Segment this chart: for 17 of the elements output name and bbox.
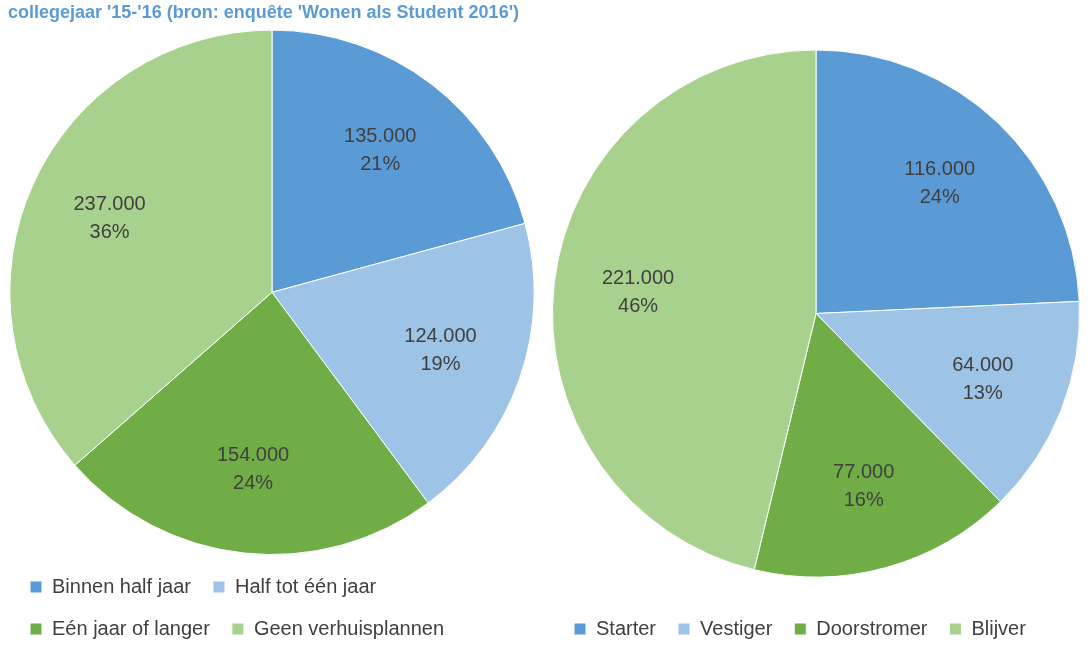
- legend-label: Blijver: [971, 616, 1027, 639]
- data-label: 154.000 24%: [216, 443, 290, 494]
- data-label: 135.000 21%: [344, 124, 417, 175]
- legend-label: Eén jaar of langer: [52, 616, 211, 639]
- legend-label: Doorstromer: [816, 616, 928, 639]
- data-label: 124.000 19%: [404, 324, 477, 375]
- legend-label: Half tot één jaar: [234, 574, 377, 597]
- legend-label: Vestiger: [700, 616, 773, 639]
- data-label: 237.000 36%: [73, 192, 146, 243]
- legend-label: Binnen half jaar: [52, 574, 192, 597]
- data-label: 221.000 46%: [601, 265, 675, 316]
- legend-label: Geen verhuisplannen: [253, 616, 445, 639]
- chart-title: collegejaar '15-'16 (bron: enquête 'Wonen als Student 2016'): [8, 1, 519, 22]
- data-label: 77.000 16%: [833, 459, 895, 510]
- data-label: 116.000 24%: [904, 157, 976, 208]
- data-label: 64.000 13%: [952, 352, 1014, 403]
- legend-label: Starter: [596, 616, 657, 639]
